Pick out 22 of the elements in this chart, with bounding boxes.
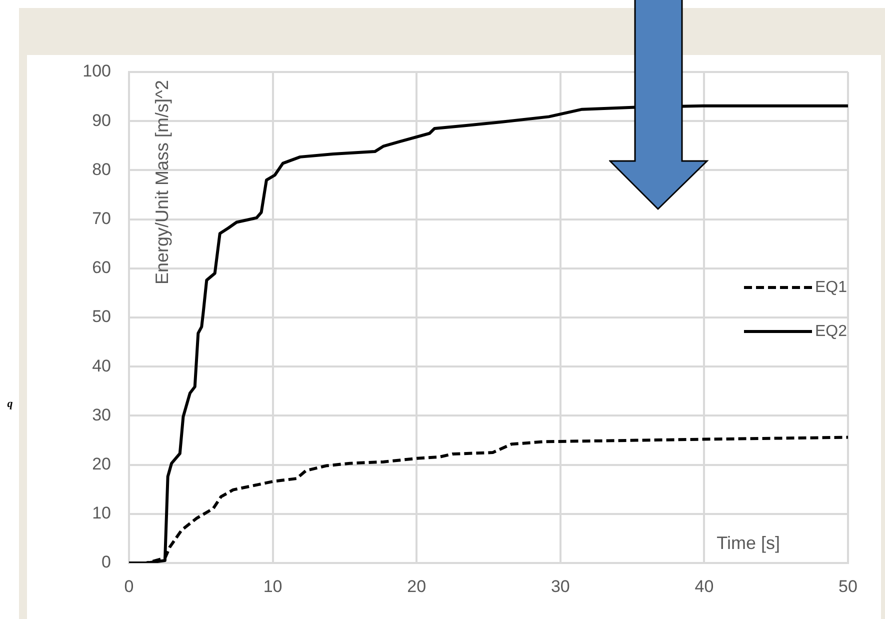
x-tick-label: 30 bbox=[550, 576, 570, 596]
y-axis-title: Energy/Unit Mass [m/s]^2 bbox=[152, 80, 172, 285]
x-axis-title: Time [s] bbox=[716, 532, 780, 553]
x-tick-label: 0 bbox=[124, 576, 134, 596]
y-tick-label: 80 bbox=[92, 160, 111, 179]
x-tick-label: 10 bbox=[263, 576, 282, 596]
y-tick-label: 30 bbox=[92, 405, 111, 424]
y-tick-label: 40 bbox=[92, 356, 111, 376]
y-tick-label: 20 bbox=[92, 454, 111, 474]
x-tick-label: 40 bbox=[694, 576, 714, 596]
y-tick-label: 0 bbox=[102, 552, 111, 572]
x-tick-label: 20 bbox=[407, 576, 426, 596]
x-tick-label: 50 bbox=[838, 576, 858, 596]
y-tick-label: 90 bbox=[92, 110, 111, 130]
y-tick-label: 10 bbox=[92, 504, 111, 523]
y-tick-label: 60 bbox=[92, 258, 111, 278]
y-tick-label: 100 bbox=[82, 62, 111, 81]
legend-label: EQ2 bbox=[815, 322, 848, 340]
legend-label: EQ1 bbox=[815, 278, 848, 296]
y-tick-label: 70 bbox=[92, 208, 111, 228]
y-tick-label: 50 bbox=[92, 307, 111, 326]
text: q bbox=[7, 398, 14, 410]
